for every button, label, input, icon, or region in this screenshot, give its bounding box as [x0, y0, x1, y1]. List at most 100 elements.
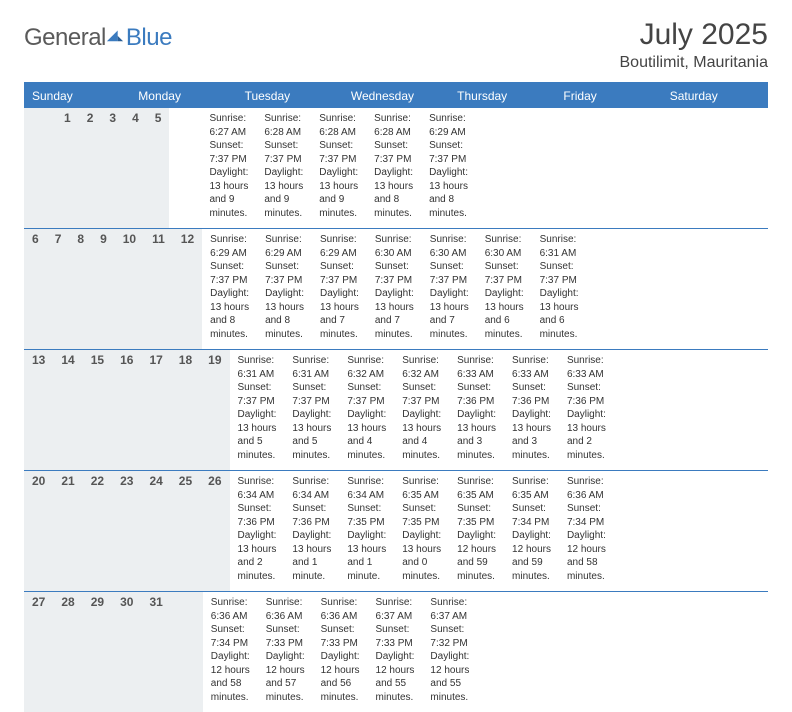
- day-number: 15: [83, 350, 112, 470]
- sunrise-line: Sunrise: 6:36 AM: [567, 475, 606, 502]
- day-number: 5: [147, 108, 170, 228]
- sunrise-line: Sunrise: 6:32 AM: [402, 354, 441, 381]
- sunrise-line: Sunrise: 6:29 AM: [320, 233, 359, 260]
- sunset-line: Sunset: 7:37 PM: [238, 381, 277, 408]
- sunset-line: Sunset: 7:33 PM: [321, 623, 360, 650]
- daylight-line: Daylight: 12 hours and 59 minutes.: [457, 529, 496, 583]
- logo-text-blue: Blue: [126, 24, 172, 52]
- daylight-line: Daylight: 12 hours and 59 minutes.: [512, 529, 551, 583]
- day-number: [187, 592, 203, 712]
- day-number: 22: [83, 471, 112, 591]
- day-number: 13: [24, 350, 53, 470]
- day-number-row: 20212223242526: [24, 471, 230, 591]
- day-number: 9: [92, 229, 115, 349]
- day-cell: Sunrise: 6:29 AMSunset: 7:37 PMDaylight:…: [312, 229, 367, 349]
- day-cell: Sunrise: 6:34 AMSunset: 7:35 PMDaylight:…: [339, 471, 394, 591]
- day-number: 31: [141, 592, 170, 712]
- day-cell: Sunrise: 6:29 AMSunset: 7:37 PMDaylight:…: [421, 108, 476, 228]
- day-cell: [169, 108, 185, 228]
- day-body-row: Sunrise: 6:31 AMSunset: 7:37 PMDaylight:…: [230, 350, 614, 470]
- weekday-header: Monday: [130, 84, 236, 108]
- calendar-week: 20212223242526Sunrise: 6:34 AMSunset: 7:…: [24, 470, 768, 591]
- sunrise-line: Sunrise: 6:28 AM: [264, 112, 303, 139]
- daylight-line: Daylight: 12 hours and 56 minutes.: [321, 650, 360, 704]
- day-number: 1: [56, 108, 79, 228]
- day-cell: Sunrise: 6:30 AMSunset: 7:37 PMDaylight:…: [367, 229, 422, 349]
- day-cell: Sunrise: 6:33 AMSunset: 7:36 PMDaylight:…: [559, 350, 614, 470]
- day-body-row: Sunrise: 6:29 AM Sunset: 7:37 PM Daylight:…: [202, 229, 586, 349]
- daylight-line: Daylight: 13 hours and 5 minutes.: [292, 408, 331, 462]
- header-row: General Blue July 2025 Boutilimit, Mauri…: [24, 18, 768, 72]
- sunrise-line: Sunrise: 6:31 AM: [292, 354, 331, 381]
- day-number: 3: [101, 108, 124, 228]
- daylight-line: Daylight: 13 hours and 1 minute.: [292, 529, 331, 583]
- sunrise-line: Sunrise: 6:30 AM: [375, 233, 414, 260]
- sunset-line: Sunset: 7:35 PM: [402, 502, 441, 529]
- sunrise-line: Sunrise: 6:27 AM: [209, 112, 248, 139]
- day-cell: Sunrise: 6:36 AMSunset: 7:34 PMDaylight:…: [559, 471, 614, 591]
- sunset-line: Sunset: 7:37 PM: [210, 260, 249, 287]
- day-number: 16: [112, 350, 141, 470]
- day-cell: Sunrise: 6:32 AMSunset: 7:37 PMDaylight:…: [394, 350, 449, 470]
- sunrise-line: Sunrise: 6:32 AM: [347, 354, 386, 381]
- sunrise-line: Sunrise: 6:34 AM: [238, 475, 277, 502]
- day-number: 20: [24, 471, 53, 591]
- sunrise-line: Sunrise: 6:31 AM: [238, 354, 277, 381]
- sunset-line: Sunset: 7:34 PM: [211, 623, 250, 650]
- sunrise-line: Sunrise: 6:35 AM: [402, 475, 441, 502]
- sunrise-line: Sunrise: 6:34 AM: [347, 475, 386, 502]
- day-number-row: 6789101112: [24, 229, 202, 349]
- day-cell: Sunrise: 6:34 AMSunset: 7:36 PMDaylight:…: [284, 471, 339, 591]
- day-number: 26: [200, 471, 229, 591]
- day-cell: Sunrise: 6:28 AMSunset: 7:37 PMDaylight:…: [311, 108, 366, 228]
- daylight-line: Daylight: 13 hours and 4 minutes.: [347, 408, 386, 462]
- sunset-line: Sunset: 7:36 PM: [457, 381, 496, 408]
- month-title: July 2025: [620, 18, 769, 52]
- day-cell: Sunrise: 6:28 AMSunset: 7:37 PMDaylight:…: [256, 108, 311, 228]
- daylight-line: Daylight: 13 hours and 7 minutes.: [375, 287, 414, 341]
- location: Boutilimit, Mauritania: [620, 54, 769, 72]
- daylight-line: Daylight: 12 hours and 57 minutes.: [266, 650, 305, 704]
- sunrise-line: Sunrise: 6:30 AM: [430, 233, 469, 260]
- weekday-header-row: SundayMondayTuesdayWednesdayThursdayFrid…: [24, 84, 768, 108]
- daylight-line: Daylight: 13 hours and 3 minutes.: [457, 408, 496, 462]
- sunrise-line: Sunrise: 6:36 AM: [266, 596, 305, 623]
- logo-text-general: General: [24, 24, 106, 52]
- day-number-row: 13141516171819: [24, 350, 230, 470]
- calendar: SundayMondayTuesdayWednesdayThursdayFrid…: [24, 82, 768, 712]
- daylight-line: Daylight: 13 hours and 6 minutes.: [485, 287, 524, 341]
- daylight-line: Daylight: 13 hours and 8 minutes.: [429, 166, 468, 220]
- day-body-row: Sunrise: 6:27 AMSunset: 7:37 PMDaylight:…: [169, 108, 476, 228]
- sunset-line: Sunset: 7:37 PM: [430, 260, 469, 287]
- day-cell: [185, 108, 201, 228]
- sunrise-line: Sunrise: 6:33 AM: [567, 354, 606, 381]
- sunset-line: Sunset: 7:35 PM: [457, 502, 496, 529]
- day-cell: Sunrise: 6:36 AMSunset: 7:33 PMDaylight:…: [313, 592, 368, 712]
- sunset-line: Sunset: 7:32 PM: [430, 623, 469, 650]
- day-number: 21: [53, 471, 82, 591]
- day-cell: Sunrise: 6:28 AMSunset: 7:37 PMDaylight:…: [366, 108, 421, 228]
- day-body-row: Sunrise: 6:36 AM Sunset: 7:34 PM Daylight:…: [203, 592, 510, 712]
- logo: General Blue: [24, 24, 172, 52]
- sunset-line: Sunset: 7:36 PM: [512, 381, 551, 408]
- day-number: [171, 592, 187, 712]
- daylight-line: Daylight: 13 hours and 9 minutes.: [209, 166, 248, 220]
- sunset-line: Sunset: 7:37 PM: [319, 139, 358, 166]
- day-number: 8: [69, 229, 92, 349]
- sunset-line: Sunset: 7:34 PM: [512, 502, 551, 529]
- day-number: 24: [141, 471, 170, 591]
- daylight-line: Daylight: 12 hours and 55 minutes.: [376, 650, 415, 704]
- day-cell: Sunrise: 6:31 AMSunset: 7:37 PMDaylight:…: [230, 350, 285, 470]
- weekday-header: Tuesday: [237, 84, 343, 108]
- daylight-line: Daylight: 13 hours and 5 minutes.: [238, 408, 277, 462]
- day-cell: Sunrise: 6:31 AMSunset: 7:37 PMDaylight:…: [284, 350, 339, 470]
- sunset-line: Sunset: 7:37 PM: [402, 381, 441, 408]
- day-cell: [477, 592, 493, 712]
- sunset-line: Sunset: 7:36 PM: [238, 502, 277, 529]
- calendar-week: 2728293031Sunrise: 6:36 AMSunset: 7:34 P…: [24, 591, 768, 712]
- daylight-line: Daylight: 13 hours and 9 minutes.: [319, 166, 358, 220]
- day-number: 7: [47, 229, 70, 349]
- day-number: 2: [79, 108, 102, 228]
- sunset-line: Sunset: 7:37 PM: [347, 381, 386, 408]
- sunset-line: Sunset: 7:36 PM: [292, 502, 331, 529]
